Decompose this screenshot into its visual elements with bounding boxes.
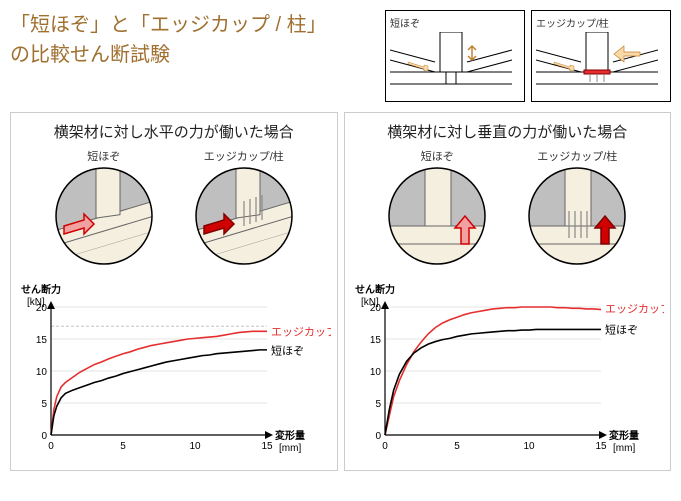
top-diagram-right: エッジカップ/柱 [531, 10, 671, 102]
circle-label-tenon-v: 短ほぞ [387, 148, 487, 164]
top-diagram-left-label: 短ほぞ [390, 15, 520, 30]
circle-label-tenon-h: 短ほぞ [54, 148, 154, 164]
svg-text:0: 0 [382, 441, 388, 452]
svg-text:15: 15 [369, 335, 381, 346]
main-title: 「短ほぞ」と「エッジカップ / 柱」 の比較せん断試験 [10, 10, 375, 70]
chart-horizontal: 05101520051015せん断力[kN]変形量[mm]エッジカップ/柱短ほぞ [17, 279, 331, 459]
circle-edge-vertical [527, 166, 627, 266]
svg-text:5: 5 [120, 441, 126, 452]
svg-text:15: 15 [36, 335, 48, 346]
svg-text:エッジカップ/柱: エッジカップ/柱 [605, 301, 665, 315]
panel-left-title: 横架材に対し水平の力が働いた場合 [17, 121, 331, 142]
svg-text:[kN]: [kN] [27, 297, 45, 308]
svg-text:10: 10 [189, 441, 201, 452]
joint-diagram-tenon [390, 32, 512, 96]
svg-text:せん断力: せん断力 [355, 283, 395, 296]
top-diagrams: 短ほぞ エッジカップ/柱 [385, 10, 671, 102]
svg-text:15: 15 [595, 441, 607, 452]
svg-text:0: 0 [375, 431, 381, 442]
svg-text:10: 10 [523, 441, 535, 452]
panel-vertical: 横架材に対し垂直の力が働いた場合 短ほぞ [344, 112, 672, 471]
svg-text:変形量: 変形量 [609, 429, 639, 442]
top-diagram-right-label: エッジカップ/柱 [536, 15, 666, 30]
top-diagram-left: 短ほぞ [385, 10, 525, 102]
svg-text:短ほぞ: 短ほぞ [605, 322, 638, 336]
svg-text:[mm]: [mm] [279, 443, 301, 454]
svg-text:[kN]: [kN] [361, 297, 379, 308]
circle-label-edge-v: エッジカップ/柱 [527, 148, 627, 164]
svg-text:短ほぞ: 短ほぞ [271, 344, 304, 358]
circle-label-edge-h: エッジカップ/柱 [194, 148, 294, 164]
circle-edge-horizontal [194, 166, 294, 266]
svg-text:0: 0 [41, 431, 47, 442]
svg-text:5: 5 [41, 399, 47, 410]
title-line1: 「短ほぞ」と「エッジカップ / 柱」 [10, 14, 327, 36]
svg-text:エッジカップ/柱: エッジカップ/柱 [271, 324, 331, 338]
chart-vertical: 05101520051015せん断力[kN]変形量[mm]エッジカップ/柱短ほぞ [351, 279, 665, 459]
svg-text:[mm]: [mm] [613, 443, 635, 454]
circle-tenon-vertical [387, 166, 487, 266]
svg-text:5: 5 [375, 399, 381, 410]
svg-text:0: 0 [48, 441, 54, 452]
joint-diagram-edgecup [536, 32, 658, 96]
svg-text:10: 10 [36, 367, 48, 378]
panel-right-title: 横架材に対し垂直の力が働いた場合 [351, 121, 665, 142]
svg-text:変形量: 変形量 [275, 429, 305, 442]
panel-horizontal: 横架材に対し水平の力が働いた場合 短ほぞ [10, 112, 338, 471]
title-line2: の比較せん断試験 [10, 44, 170, 66]
circle-tenon-horizontal [54, 166, 154, 266]
svg-text:10: 10 [369, 367, 381, 378]
svg-text:せん断力: せん断力 [21, 283, 61, 296]
svg-text:5: 5 [454, 441, 460, 452]
svg-text:15: 15 [261, 441, 273, 452]
